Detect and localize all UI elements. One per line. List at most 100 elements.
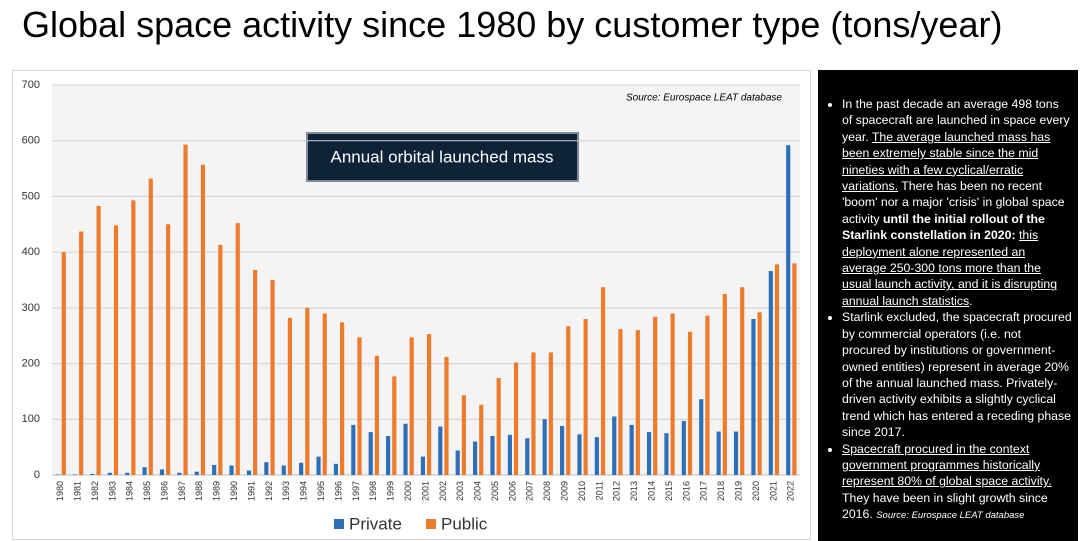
- bar: [131, 200, 136, 476]
- x-tick-label: 1998: [368, 481, 378, 501]
- note-text: In the past decade an average 498 tons o…: [842, 97, 1070, 144]
- y-tick-label: 600: [22, 135, 40, 147]
- y-tick-label: 400: [22, 246, 40, 258]
- x-tick-label: 2000: [403, 481, 413, 501]
- bar: [96, 205, 101, 475]
- x-tick-label: 1997: [351, 481, 361, 501]
- x-tick-label: 1999: [386, 481, 396, 501]
- bar: [786, 145, 791, 475]
- bar: [542, 419, 547, 475]
- y-tick-label: 200: [22, 357, 40, 369]
- bar: [525, 438, 530, 475]
- x-tick-label: 2011: [594, 481, 604, 500]
- note-text: this deployment alone represented an ave…: [842, 228, 1058, 308]
- bar: [374, 355, 379, 475]
- bar: [705, 315, 710, 475]
- bar: [183, 144, 188, 475]
- x-tick-label: 1986: [159, 481, 169, 501]
- bar: [218, 244, 223, 475]
- x-tick-label: 2002: [438, 481, 448, 501]
- bar: [438, 426, 443, 475]
- legend-label: Public: [441, 514, 488, 533]
- x-tick-label: 1992: [264, 481, 274, 501]
- bar: [142, 467, 147, 475]
- note-bullet: Spacecraft procured in the context gover…: [842, 441, 1072, 525]
- x-tick-label: 2004: [473, 481, 483, 501]
- x-tick-label: 1983: [107, 481, 117, 501]
- bar: [409, 337, 414, 475]
- x-tick-label: 2005: [490, 481, 500, 501]
- note-text: Spacecraft procured in the context gover…: [842, 441, 1052, 489]
- x-tick-label: 2008: [542, 481, 552, 501]
- bar: [490, 436, 495, 475]
- bar: [235, 223, 240, 475]
- notes-list: In the past decade an average 498 tons o…: [822, 96, 1072, 525]
- bar: [246, 470, 252, 475]
- x-tick-label: 1982: [90, 481, 100, 501]
- bar: [55, 474, 60, 475]
- bar: [148, 178, 153, 475]
- x-tick-label: 1981: [72, 481, 82, 501]
- x-tick-label: 2014: [647, 481, 657, 501]
- bar: [403, 423, 408, 475]
- bar: [548, 352, 553, 475]
- bar: [322, 313, 327, 475]
- note-text: Starlink excluded, the spacecraft procur…: [842, 310, 1072, 440]
- bar: [305, 307, 310, 475]
- bar: [531, 352, 536, 475]
- source: Source: Eurospace LEAT database: [626, 93, 782, 104]
- x-tick-label: 2007: [525, 481, 535, 501]
- bar: [368, 432, 373, 475]
- bar: [733, 431, 739, 475]
- bar: [200, 164, 206, 475]
- bar: [792, 263, 797, 475]
- bar: [513, 362, 519, 475]
- bar: [444, 356, 449, 475]
- bar: [618, 329, 623, 475]
- x-tick-label: 2013: [629, 481, 639, 501]
- bar: [333, 463, 339, 475]
- x-tick-label: 2010: [577, 481, 587, 501]
- bar: [281, 465, 286, 475]
- bar: [427, 334, 432, 475]
- bar: [629, 424, 634, 475]
- bar: [600, 287, 606, 475]
- bar: [166, 224, 171, 475]
- legend-swatch: [426, 519, 436, 529]
- y-tick-label: 0: [34, 469, 40, 481]
- x-tick-label: 2016: [681, 481, 691, 501]
- x-tick-label: 2015: [664, 481, 674, 501]
- x-tick-label: 1993: [281, 481, 291, 501]
- bar: [177, 472, 182, 475]
- legend-label: Private: [349, 514, 402, 533]
- bar: [479, 404, 484, 475]
- y-tick-label: 500: [22, 190, 40, 202]
- bar: [646, 432, 652, 475]
- bar: [420, 456, 425, 475]
- bar: [681, 420, 686, 475]
- note-text: Source: Eurospace LEAT database: [876, 510, 1025, 522]
- note-text: The average launched mass has been extre…: [842, 129, 1051, 194]
- note-text: They have been in slight growth since 20…: [842, 490, 1048, 522]
- x-tick-label: 2019: [733, 481, 743, 501]
- bar: [653, 316, 658, 475]
- bar: [566, 326, 571, 475]
- x-tick-label: 1989: [212, 481, 222, 501]
- bar: [351, 424, 356, 475]
- x-tick-label: 2018: [716, 481, 726, 501]
- bar: [635, 330, 640, 475]
- bar: [583, 319, 588, 475]
- chart: Annual orbital launched mass Source: Eur…: [12, 70, 811, 540]
- notes-panel: In the past decade an average 498 tons o…: [818, 70, 1078, 541]
- bar: [270, 280, 275, 475]
- bar: [496, 378, 501, 475]
- y-tick-label: 700: [22, 79, 40, 91]
- bar: [455, 450, 460, 475]
- bar: [612, 416, 617, 475]
- x-tick-label: 2012: [612, 481, 622, 501]
- x-tick-label: 2020: [751, 481, 761, 501]
- x-tick-label: 2021: [768, 481, 778, 501]
- x-tick-label: 1988: [194, 481, 204, 501]
- bar: [113, 225, 119, 475]
